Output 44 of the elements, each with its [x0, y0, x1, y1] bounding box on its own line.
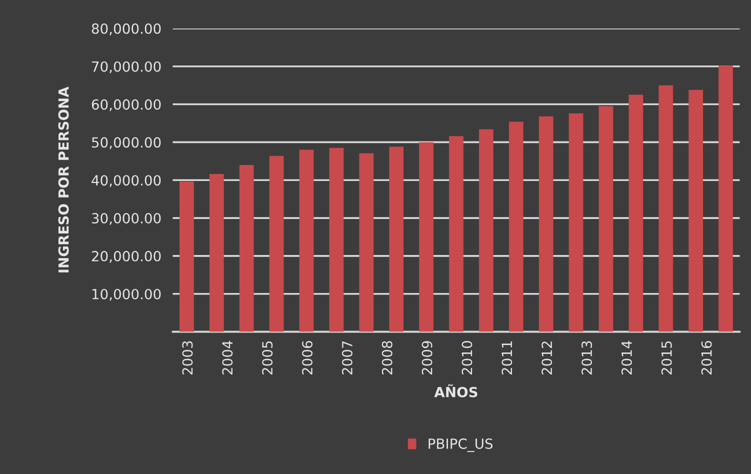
y-tick-label: 60,000.00	[92, 99, 161, 112]
y-tick-label: 30,000.00	[92, 213, 161, 225]
bar	[389, 146, 404, 332]
y-tick-label: 50,000.00	[92, 137, 161, 150]
bar	[628, 94, 644, 332]
bar	[419, 142, 434, 332]
bar	[449, 136, 464, 332]
y-tick-label: 10,000.00	[92, 288, 161, 301]
bar	[359, 153, 374, 332]
bar	[180, 182, 194, 332]
x-tick-label: 2012	[542, 342, 552, 374]
bar	[269, 156, 284, 332]
bar	[568, 113, 584, 332]
bar	[688, 90, 703, 332]
x-tick-label: 2003	[182, 341, 193, 374]
bar	[299, 150, 314, 332]
bar	[209, 174, 224, 332]
x-tick-label: 2010	[462, 341, 472, 374]
y-tick-label: 80,000.00	[92, 23, 161, 36]
y-tick-label: 40,000.00	[92, 175, 161, 188]
legend-label: PBIPC_US	[428, 438, 493, 452]
x-tick-label: 2009	[422, 341, 432, 374]
x-axis-title: AÑOS	[434, 384, 478, 398]
x-tick-label: 2004	[222, 340, 233, 374]
bar	[538, 116, 554, 332]
x-tick-label: 2016	[701, 341, 712, 374]
bar	[239, 164, 254, 332]
bar	[598, 106, 614, 332]
x-tick-label: 2006	[302, 341, 313, 374]
y-axis-title: INGRESO POR PERSONA	[58, 86, 69, 272]
x-tick-label: 2007	[342, 341, 352, 374]
x-tick-label: 2014	[621, 340, 632, 374]
x-tick-label: 2008	[382, 341, 392, 374]
bar	[478, 129, 494, 332]
x-tick-label: 2011	[502, 341, 512, 374]
bar	[658, 85, 674, 332]
y-tick-label: 70,000.00	[92, 61, 161, 74]
y-tick-label: 20,000.00	[92, 250, 161, 263]
bar	[718, 66, 733, 332]
x-tick-label: 2013	[582, 341, 592, 374]
x-tick-label: 2015	[661, 341, 672, 374]
x-tick-label: 2005	[262, 341, 273, 374]
bar	[329, 148, 344, 332]
bar	[508, 122, 524, 332]
